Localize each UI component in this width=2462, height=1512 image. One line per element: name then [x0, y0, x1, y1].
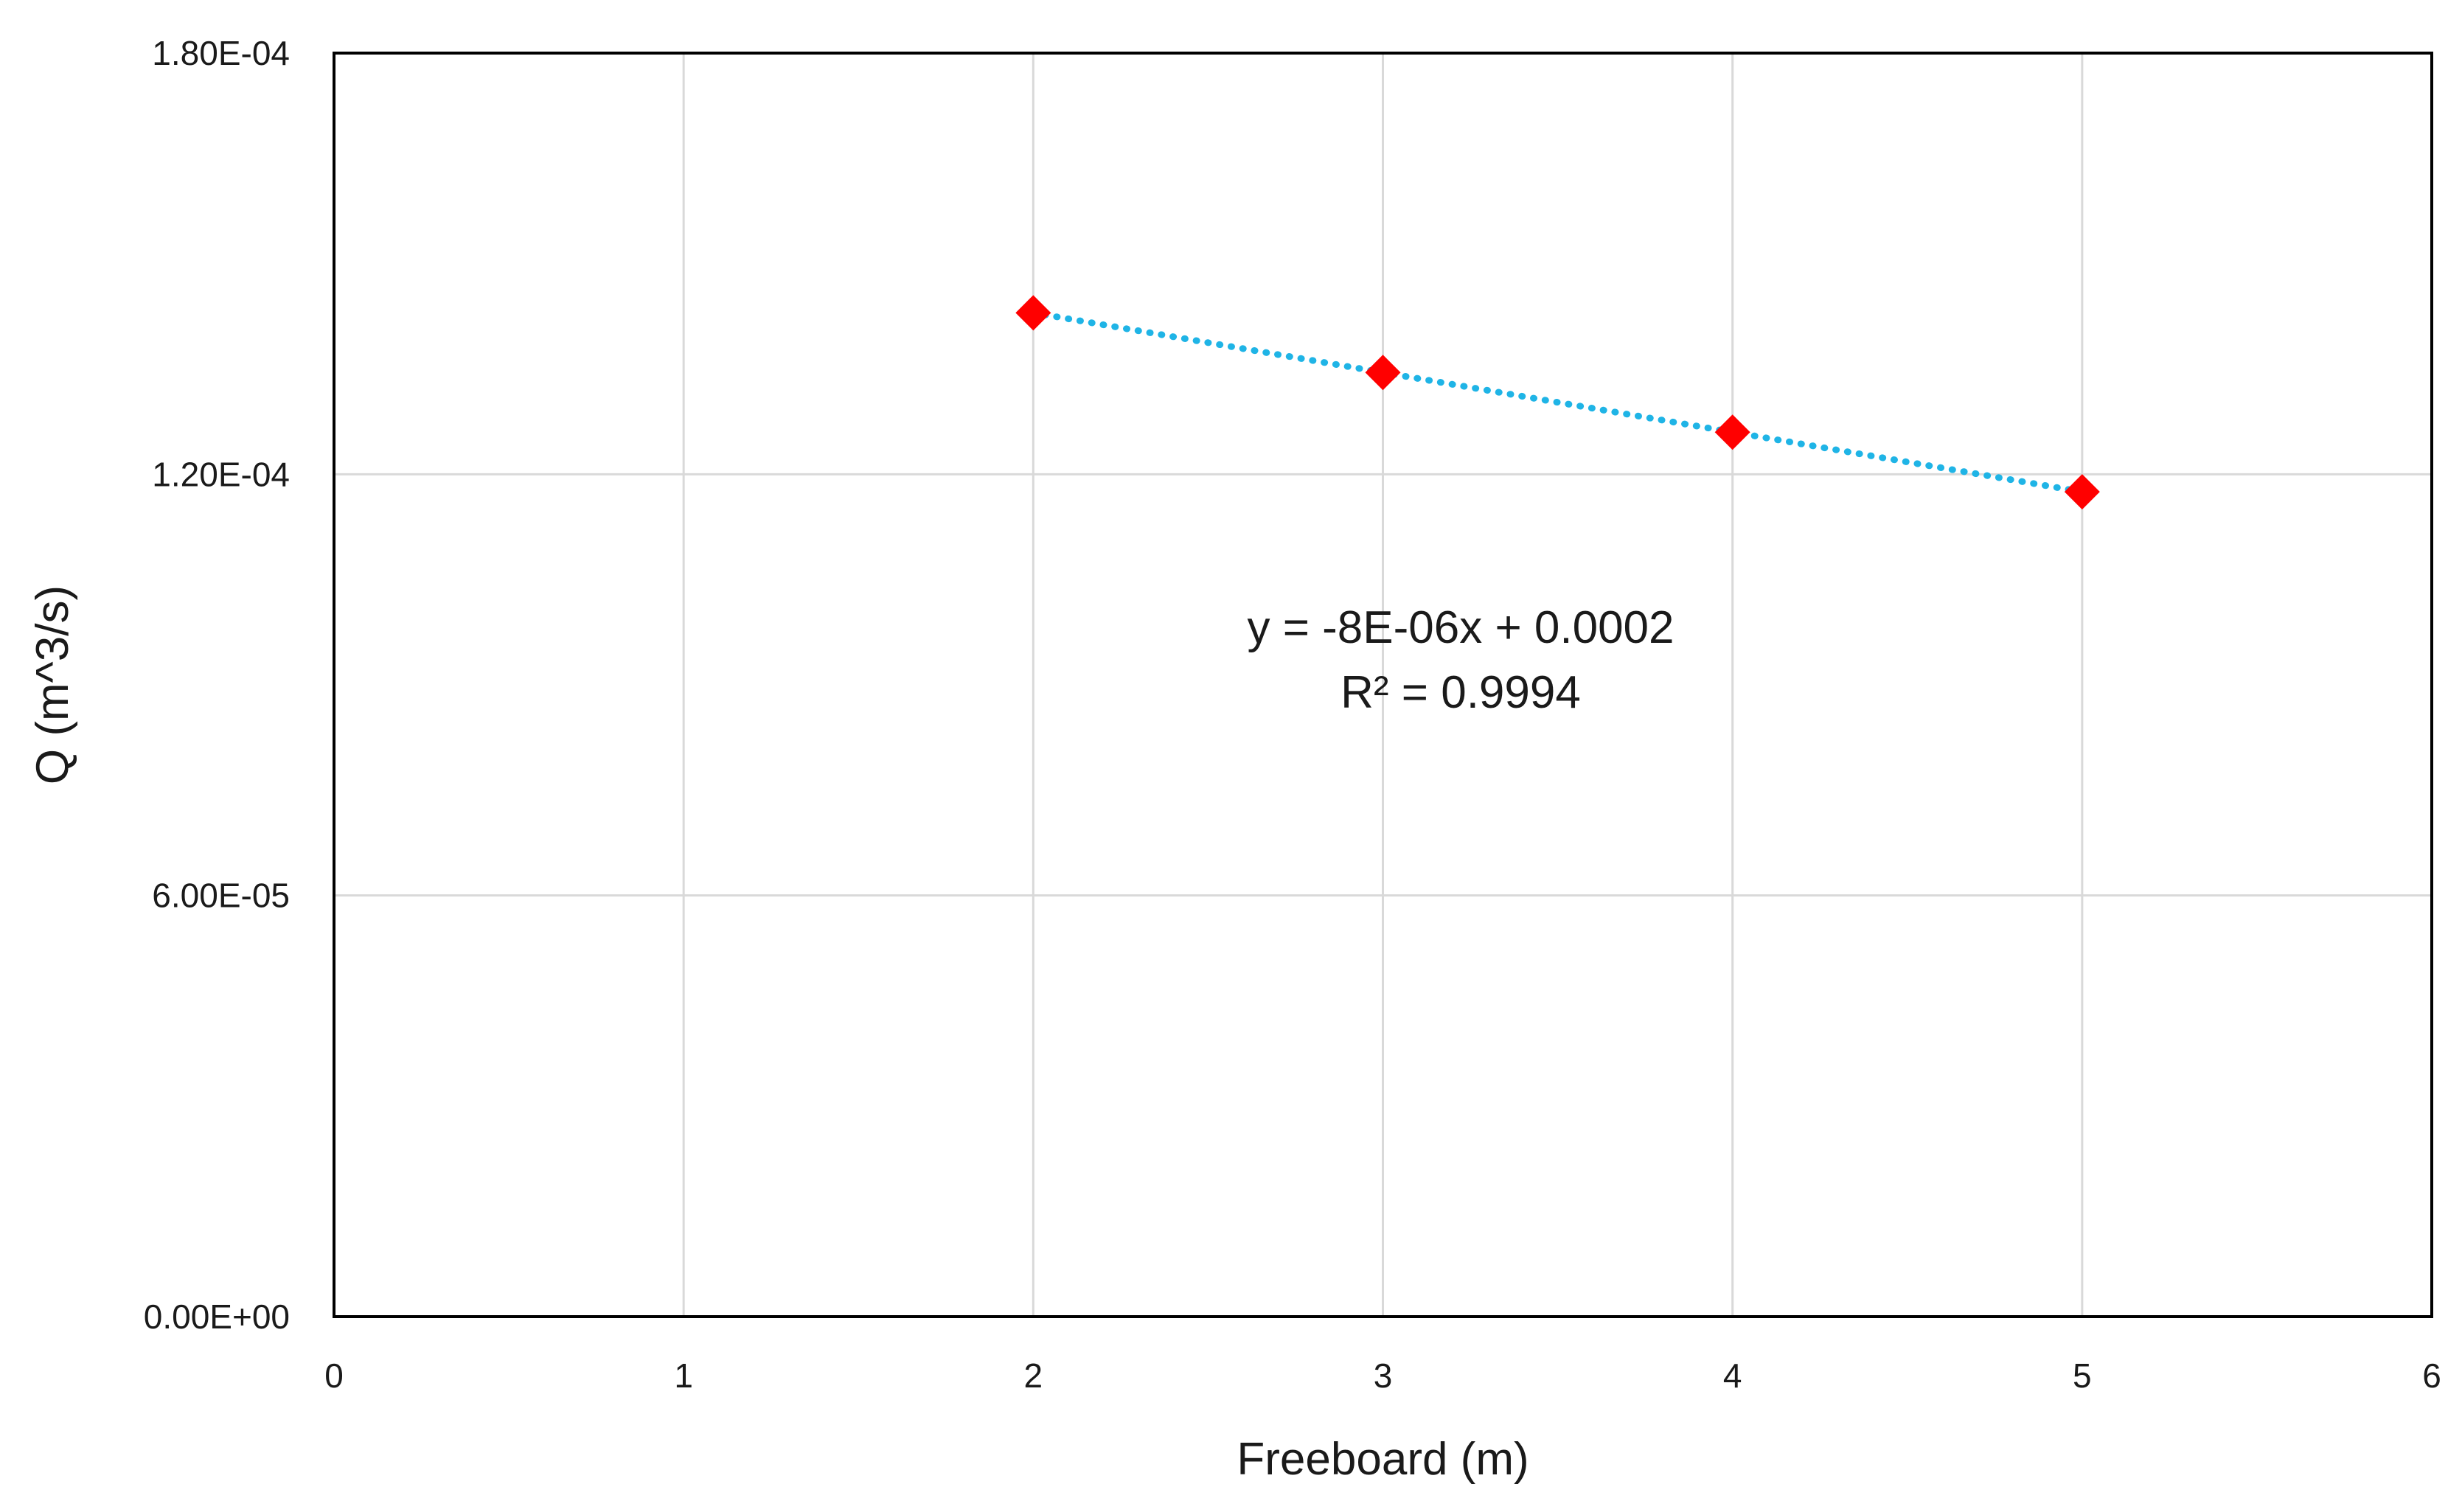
data-point [2064, 474, 2100, 510]
data-point [1365, 355, 1401, 391]
x-axis-title: Freeboard (m) [1237, 1434, 1529, 1485]
x-tick-label: 4 [1723, 1356, 1742, 1395]
x-tick-label: 6 [2422, 1356, 2441, 1395]
x-tick-label: 0 [324, 1356, 344, 1395]
x-tick-label: 1 [674, 1356, 693, 1395]
plot-area-border [333, 52, 2433, 1318]
tick-labels: 0 1 2 3 4 5 6 0.00E+00 6.00E-05 1.20E-04 1.80E-04 [144, 34, 2441, 1395]
x-tick-label: 3 [1374, 1356, 1393, 1395]
grid-layer [334, 53, 2432, 1317]
y-tick-label: 0.00E+00 [144, 1297, 290, 1336]
trendline [1029, 309, 2086, 495]
y-tick-label: 1.20E-04 [152, 455, 290, 493]
data-point [1015, 295, 1051, 331]
y-tick-label: 1.80E-04 [152, 34, 290, 72]
trendline-equation: y = -8E-06x + 0.0002 [1247, 602, 1674, 653]
x-tick-label: 2 [1024, 1356, 1043, 1395]
y-axis-title: Q (m^3/s) [27, 585, 78, 784]
data-points [1015, 295, 2100, 510]
trendline-layer [1029, 309, 2086, 495]
trendline-r-squared: R² = 0.9994 [1340, 667, 1581, 718]
y-tick-label: 6.00E-05 [152, 877, 290, 915]
x-tick-label: 5 [2073, 1356, 2092, 1395]
data-point [1714, 414, 1750, 450]
